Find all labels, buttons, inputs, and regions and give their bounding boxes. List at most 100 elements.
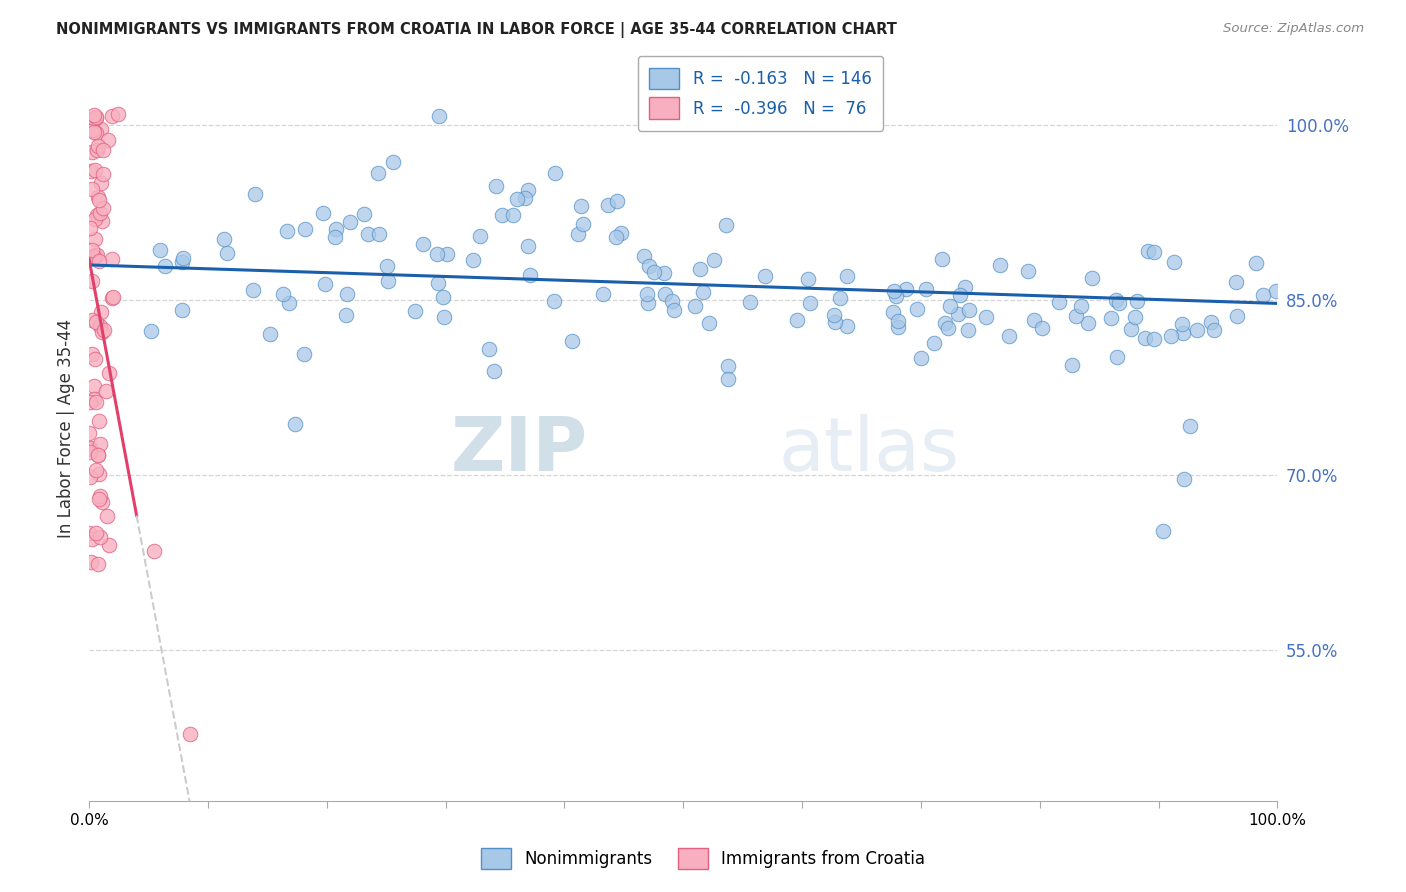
Point <box>82 145 104 159</box>
Point <box>87 253 110 268</box>
Point <box>84 111 107 125</box>
Point <box>86 463 108 477</box>
Point <box>1047 294 1070 309</box>
Point <box>1152 524 1174 538</box>
Point <box>436 246 458 260</box>
Point <box>357 227 380 241</box>
Point <box>953 280 976 294</box>
Point <box>643 265 665 279</box>
Point <box>84 232 107 246</box>
Point <box>1031 320 1053 334</box>
Point <box>1137 244 1160 259</box>
Point <box>1171 318 1194 332</box>
Point <box>1143 332 1166 346</box>
Point <box>429 110 451 124</box>
Point <box>915 282 938 296</box>
Point <box>1173 472 1195 486</box>
Point <box>1180 419 1202 434</box>
Point <box>517 183 540 197</box>
Point <box>949 288 972 302</box>
Point <box>823 308 845 322</box>
Point <box>716 218 738 232</box>
Point <box>80 274 103 288</box>
Point <box>433 310 456 324</box>
Point <box>683 299 706 313</box>
Point <box>1017 264 1039 278</box>
Point <box>432 290 454 304</box>
Point <box>884 289 907 303</box>
Point <box>97 133 120 147</box>
Point <box>79 221 101 235</box>
Point <box>662 303 685 318</box>
Point <box>83 392 105 406</box>
Point <box>82 532 104 546</box>
Point <box>543 294 565 309</box>
Point <box>478 342 501 356</box>
Point <box>172 251 194 265</box>
Point <box>94 384 117 399</box>
Point <box>87 448 110 462</box>
Point <box>84 248 107 262</box>
Point <box>103 289 125 303</box>
Point <box>638 260 661 274</box>
Point <box>311 206 333 220</box>
Point <box>87 448 110 462</box>
Point <box>661 293 683 308</box>
Point <box>143 543 166 558</box>
Point <box>998 329 1021 343</box>
Point <box>1160 329 1182 343</box>
Point <box>89 437 111 451</box>
Point <box>740 294 762 309</box>
Point <box>335 308 357 322</box>
Point <box>84 314 107 328</box>
Point <box>86 138 108 153</box>
Point <box>80 182 103 196</box>
Point <box>485 178 508 193</box>
Point <box>82 123 104 137</box>
Point <box>336 286 359 301</box>
Point <box>294 221 316 235</box>
Point <box>1226 309 1249 323</box>
Point <box>79 442 101 456</box>
Point <box>82 347 104 361</box>
Point <box>100 110 122 124</box>
Point <box>149 244 172 258</box>
Point <box>1244 255 1267 269</box>
Point <box>957 303 980 318</box>
Point <box>98 538 121 552</box>
Point <box>717 359 740 374</box>
Point <box>84 352 107 367</box>
Point <box>910 351 932 366</box>
Point <box>894 283 917 297</box>
Point <box>86 394 108 409</box>
Point <box>271 287 294 301</box>
Point <box>717 372 740 386</box>
Point <box>90 122 112 136</box>
Text: atlas: atlas <box>779 414 959 487</box>
Point <box>325 222 347 236</box>
Point <box>339 214 361 228</box>
Point <box>922 336 945 351</box>
Point <box>1185 323 1208 337</box>
Point <box>83 378 105 392</box>
Text: NONIMMIGRANTS VS IMMIGRANTS FROM CROATIA IN LABOR FORCE | AGE 35-44 CORRELATION : NONIMMIGRANTS VS IMMIGRANTS FROM CROATIA… <box>56 22 897 38</box>
Point <box>703 252 725 267</box>
Point <box>153 259 176 273</box>
Point <box>1225 275 1247 289</box>
Point <box>87 194 110 208</box>
Point <box>1133 331 1156 345</box>
Point <box>837 319 859 334</box>
Point <box>278 295 301 310</box>
Point <box>883 284 905 298</box>
Point <box>426 246 449 260</box>
Point <box>79 470 101 484</box>
Point <box>86 144 108 158</box>
Point <box>90 494 112 508</box>
Text: Source: ZipAtlas.com: Source: ZipAtlas.com <box>1223 22 1364 36</box>
Point <box>1104 293 1126 307</box>
Point <box>91 144 114 158</box>
Point <box>506 192 529 206</box>
Point <box>946 307 969 321</box>
Point <box>697 316 720 330</box>
Point <box>377 259 399 273</box>
